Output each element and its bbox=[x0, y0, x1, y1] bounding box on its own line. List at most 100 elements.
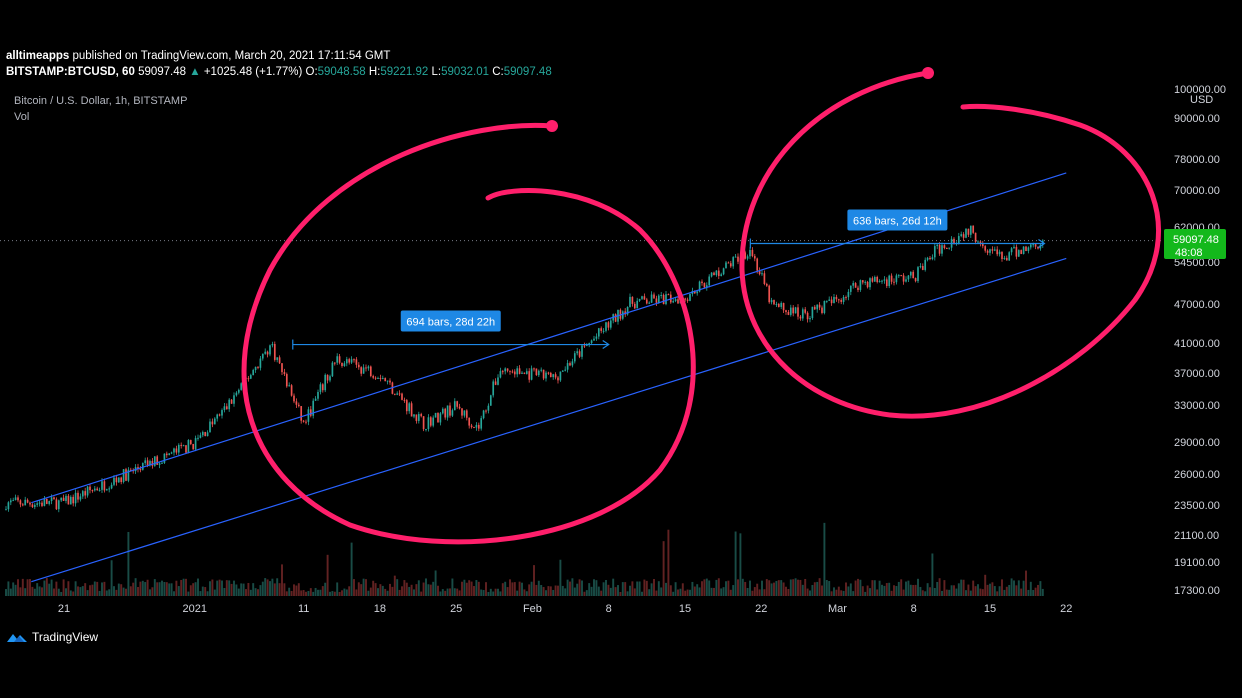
candle-body bbox=[864, 281, 867, 283]
candle-body bbox=[792, 307, 795, 314]
price-axis[interactable]: 100000.00 USD 90000.0078000.0070000.0062… bbox=[1174, 84, 1226, 597]
tradingview-logo[interactable]: TradingView bbox=[6, 630, 98, 644]
author-name[interactable]: alltimeapps bbox=[6, 50, 70, 62]
volume-bar bbox=[1020, 588, 1023, 596]
volume-bar bbox=[573, 587, 576, 596]
volume-bar bbox=[504, 581, 507, 596]
hand-drawn-circles[interactable] bbox=[241, 67, 1161, 545]
volume-bar bbox=[487, 591, 490, 596]
volume-bar bbox=[319, 589, 322, 596]
volume-bar bbox=[273, 583, 276, 596]
candle-body bbox=[576, 351, 579, 354]
candle-body bbox=[139, 469, 142, 471]
series-title[interactable]: Bitcoin / U.S. Dollar, 1h, BITSTAMP bbox=[14, 95, 188, 107]
channel-line[interactable] bbox=[31, 257, 1067, 583]
volume-bar bbox=[624, 582, 627, 596]
volume-bar bbox=[691, 581, 694, 596]
volume-bar bbox=[187, 591, 190, 596]
candle-body bbox=[761, 273, 763, 275]
volume-bar bbox=[859, 579, 862, 596]
volume-bar bbox=[81, 586, 84, 596]
candle-body bbox=[866, 281, 869, 288]
candle-body bbox=[842, 297, 845, 302]
candle-body bbox=[907, 275, 910, 280]
volume-bar bbox=[242, 583, 245, 596]
candle-body bbox=[425, 429, 427, 431]
low-label: L: bbox=[431, 66, 442, 78]
candle-body bbox=[281, 363, 283, 373]
candle-body bbox=[1034, 244, 1037, 247]
candle-body bbox=[837, 299, 840, 301]
candle-body bbox=[19, 500, 22, 505]
volume-bar bbox=[259, 585, 262, 596]
candle-body bbox=[444, 408, 447, 418]
time-tick-label: 22 bbox=[1060, 603, 1072, 615]
volume-bar bbox=[216, 580, 219, 596]
candle-body bbox=[60, 497, 63, 501]
volume-legend[interactable]: Vol bbox=[14, 111, 30, 123]
candle-body bbox=[1027, 247, 1030, 252]
candle-body bbox=[979, 241, 982, 244]
volume-bar bbox=[578, 579, 581, 596]
candle-body bbox=[79, 496, 82, 500]
candle-body bbox=[717, 270, 720, 276]
volume-bar bbox=[98, 590, 101, 596]
volume-bar bbox=[249, 589, 252, 596]
time-axis[interactable]: 21 2021 11 18 25 Feb 8 15 22 Mar 8 15 22 bbox=[58, 603, 1073, 615]
volume-bar bbox=[1010, 578, 1013, 596]
candle-body bbox=[149, 461, 151, 466]
candle-body bbox=[192, 444, 195, 450]
candle-body bbox=[449, 405, 451, 416]
candle-body bbox=[936, 244, 939, 247]
candle-body bbox=[881, 280, 883, 282]
annotation-circle[interactable] bbox=[739, 70, 1161, 419]
candle-body bbox=[494, 381, 497, 385]
candle-body bbox=[638, 298, 641, 301]
volume-bar bbox=[633, 588, 636, 596]
volume-bar bbox=[785, 586, 787, 596]
volume-bar bbox=[977, 584, 979, 596]
candle-body bbox=[405, 400, 408, 412]
candle-body bbox=[847, 291, 850, 298]
candle-body bbox=[876, 276, 879, 282]
candle-body bbox=[437, 412, 439, 423]
candle-body bbox=[297, 404, 300, 407]
volume-bar bbox=[720, 588, 723, 596]
candle-body bbox=[482, 410, 485, 419]
volume-bar bbox=[161, 580, 163, 596]
measurements[interactable]: 694 bars, 28d 22h 636 bars, 26d 12h bbox=[292, 209, 1046, 350]
channel-lines[interactable] bbox=[31, 172, 1067, 583]
candle-body bbox=[631, 296, 634, 304]
annotation-circle[interactable] bbox=[241, 122, 696, 545]
volume-bar bbox=[655, 590, 658, 596]
candle-body bbox=[403, 399, 406, 401]
volume-bar bbox=[965, 590, 967, 596]
candle-body bbox=[249, 375, 252, 379]
price-tick-label: 54500.00 bbox=[1174, 257, 1220, 269]
candle-body bbox=[981, 243, 984, 247]
candle-body bbox=[264, 351, 267, 354]
annotation-dot bbox=[546, 120, 558, 132]
volume-bar bbox=[540, 585, 543, 596]
candle-body bbox=[161, 462, 163, 464]
candle-body bbox=[113, 477, 115, 485]
candles bbox=[5, 225, 1044, 513]
volume-bar bbox=[590, 586, 593, 596]
candle-body bbox=[288, 385, 291, 387]
volume-bar bbox=[425, 578, 427, 596]
candle-body bbox=[389, 380, 391, 383]
candle-body bbox=[708, 276, 711, 286]
volume-bar bbox=[480, 589, 483, 596]
price-axis-top-label: 100000.00 bbox=[1174, 84, 1226, 96]
volume-bar bbox=[1029, 581, 1032, 596]
volume-bar bbox=[605, 579, 607, 596]
candle-body bbox=[650, 294, 653, 303]
candle-body bbox=[893, 281, 895, 283]
candle-body bbox=[170, 452, 173, 454]
volume-bar bbox=[727, 580, 730, 596]
volume-bar bbox=[415, 584, 418, 596]
candle-body bbox=[117, 477, 120, 483]
candle-body bbox=[151, 461, 154, 466]
candle-body bbox=[655, 298, 658, 303]
